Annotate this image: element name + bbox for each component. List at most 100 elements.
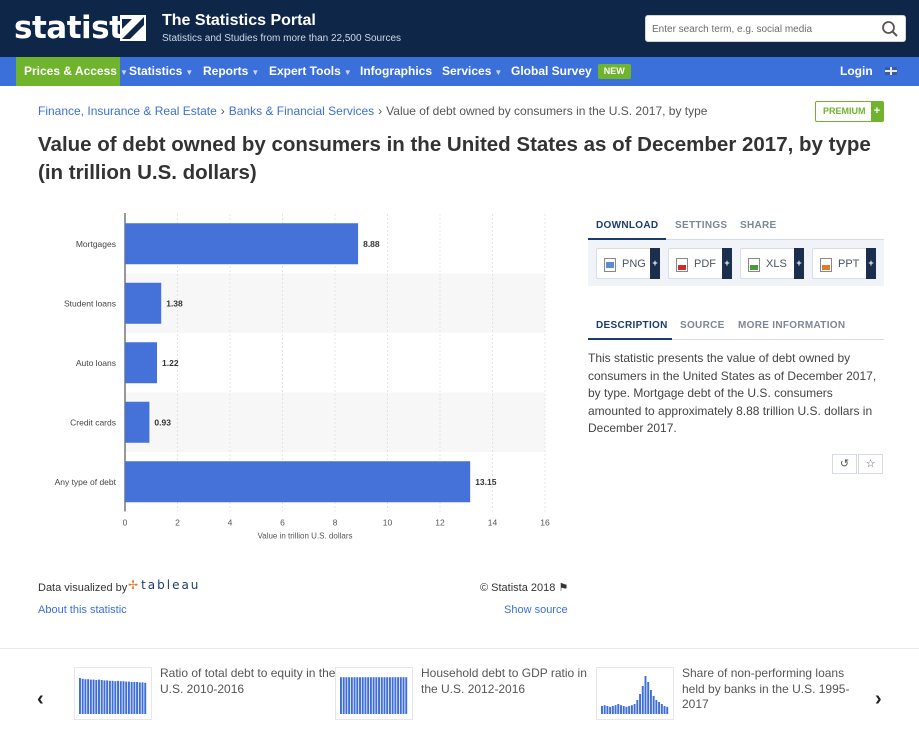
thumbnail-bar bbox=[136, 682, 139, 714]
x-tick-label: 14 bbox=[488, 518, 498, 528]
bar bbox=[125, 223, 359, 265]
tab-share[interactable]: SHARE bbox=[740, 220, 777, 231]
breadcrumb-current: Value of debt owned by consumers in the … bbox=[386, 104, 708, 118]
search-icon[interactable] bbox=[881, 20, 899, 38]
thumbnail-bar bbox=[350, 677, 353, 714]
category-label: Student loans bbox=[64, 298, 116, 308]
download-label: PDF bbox=[694, 258, 716, 270]
portal-title: The Statistics Portal bbox=[162, 12, 316, 29]
statista-logo-icon[interactable] bbox=[120, 15, 146, 41]
show-source-link[interactable]: Show source bbox=[504, 604, 568, 616]
carousel-next-arrow[interactable]: › bbox=[875, 688, 882, 710]
bar bbox=[125, 401, 150, 443]
download-xls-button[interactable]: XLS + bbox=[740, 248, 804, 279]
breadcrumb-finance[interactable]: Finance, Insurance & Real Estate bbox=[38, 104, 217, 118]
download-ppt-button[interactable]: PPT + bbox=[812, 248, 876, 279]
nav-expert-tools[interactable]: Expert Tools ▼ bbox=[269, 57, 352, 86]
ppt-file-icon bbox=[820, 258, 832, 272]
related-thumbnail bbox=[335, 667, 413, 720]
breadcrumb-banks[interactable]: Banks & Financial Services bbox=[228, 104, 375, 118]
thumbnail-bar bbox=[383, 677, 386, 714]
thumbnail-bar bbox=[633, 704, 636, 714]
carousel-prev-arrow[interactable]: ‹ bbox=[37, 688, 44, 710]
thumbnail-bar bbox=[660, 704, 663, 714]
flag-icon[interactable]: ⚑ bbox=[558, 582, 569, 594]
thumbnail-bar bbox=[103, 680, 106, 714]
x-tick-label: 16 bbox=[540, 518, 550, 528]
thumbnail-bar bbox=[127, 681, 130, 714]
thumbnail-bar bbox=[611, 706, 614, 714]
nav-statistics[interactable]: Statistics ▼ bbox=[129, 57, 193, 86]
tab-source[interactable]: SOURCE bbox=[680, 320, 725, 331]
tab-settings[interactable]: SETTINGS bbox=[675, 220, 728, 231]
plus-icon: + bbox=[794, 248, 804, 279]
tab-description[interactable]: DESCRIPTION bbox=[596, 320, 668, 331]
thumbnail-bar bbox=[609, 706, 612, 714]
download-pdf-button[interactable]: PDF + bbox=[668, 248, 732, 279]
copyright: © Statista 2018 ⚑ bbox=[480, 581, 568, 594]
thumbnail-bar bbox=[138, 682, 141, 714]
thumbnail-bar bbox=[79, 678, 81, 714]
related-statistic[interactable]: Share of non-performing loans held by ba… bbox=[596, 666, 858, 722]
bar bbox=[125, 282, 162, 324]
thumbnail-bar bbox=[359, 677, 361, 714]
plus-icon: + bbox=[650, 248, 660, 279]
related-title: Share of non-performing loans held by ba… bbox=[682, 666, 850, 711]
x-axis-label: Value in trillion U.S. dollars bbox=[257, 532, 352, 541]
thumbnail-bar bbox=[628, 706, 631, 714]
thumbnail-bar bbox=[106, 680, 109, 714]
thumbnail-bar bbox=[342, 677, 345, 714]
login-link[interactable]: Login bbox=[840, 64, 873, 78]
download-png-button[interactable]: PNG + bbox=[596, 248, 660, 279]
thumbnail-bar bbox=[391, 677, 394, 714]
nav-services[interactable]: Services ▼ bbox=[442, 57, 502, 86]
breadcrumb-separator: › bbox=[378, 104, 383, 118]
related-statistic[interactable]: Ratio of total debt to equity in the U.S… bbox=[74, 666, 336, 722]
category-label: Credit cards bbox=[70, 417, 116, 427]
data-visualized-by: Data visualized by bbox=[38, 582, 128, 594]
related-statistic[interactable]: Household debt to GDP ratio in the U.S. … bbox=[335, 666, 597, 722]
thumbnail-bar bbox=[394, 677, 397, 714]
thumbnail-chart bbox=[79, 678, 147, 714]
pdf-file-icon bbox=[676, 258, 688, 272]
nav-label: Infographics bbox=[360, 64, 433, 78]
thumbnail-bar bbox=[388, 677, 391, 714]
tab-more-information[interactable]: MORE INFORMATION bbox=[738, 320, 846, 331]
nav-infographics[interactable]: Infographics bbox=[360, 57, 432, 86]
tableau-logo[interactable]: ✢ tableau bbox=[128, 578, 200, 592]
x-tick-label: 8 bbox=[333, 518, 338, 528]
download-label: PNG bbox=[622, 258, 646, 270]
tab-download[interactable]: DOWNLOAD bbox=[596, 220, 659, 231]
thumbnail-bar bbox=[617, 704, 620, 714]
thumbnail-bar bbox=[606, 706, 609, 714]
plus-icon: + bbox=[866, 248, 876, 279]
search-input[interactable] bbox=[652, 20, 874, 38]
search-box bbox=[645, 15, 906, 42]
nav-global-survey[interactable]: Global Survey NEW bbox=[511, 57, 631, 86]
premium-button[interactable]: PREMIUM + bbox=[815, 101, 884, 122]
thumbnail-bar bbox=[84, 679, 87, 714]
thumbnail-bar bbox=[372, 677, 375, 714]
thumbnail-bar bbox=[647, 682, 650, 714]
chart-labels: 0 2 4 6 8 10 12 14 16 Mortgages 8.88 Student loans 1… bbox=[55, 239, 550, 528]
thumbnail-bar bbox=[345, 677, 348, 714]
favorite-star-icon[interactable]: ☆ bbox=[858, 454, 883, 474]
tableau-wordmark: tableau bbox=[141, 578, 201, 592]
description-text: This statistic presents the value of deb… bbox=[588, 351, 877, 435]
nav-label: Services bbox=[442, 64, 492, 78]
thumbnail-bar bbox=[397, 677, 400, 714]
breadcrumb-separator: › bbox=[220, 104, 225, 118]
uk-flag-icon[interactable] bbox=[885, 67, 897, 75]
thumbnail-bar bbox=[658, 702, 661, 714]
about-statistic-link[interactable]: About this statistic bbox=[38, 604, 127, 616]
thumbnail-bar bbox=[622, 706, 625, 714]
portal-subtitle: Statistics and Studies from more than 22… bbox=[162, 33, 402, 44]
plus-icon: + bbox=[722, 248, 732, 279]
nav-reports[interactable]: Reports ▼ bbox=[203, 57, 259, 86]
reset-icon[interactable]: ↺ bbox=[832, 454, 857, 474]
x-tick-label: 10 bbox=[383, 518, 393, 528]
thumbnail-bar bbox=[630, 705, 633, 714]
thumbnail-bar bbox=[81, 678, 84, 714]
nav-prices-access[interactable]: Prices & Access ▼ bbox=[16, 57, 128, 86]
category-label: Any type of debt bbox=[55, 477, 117, 487]
